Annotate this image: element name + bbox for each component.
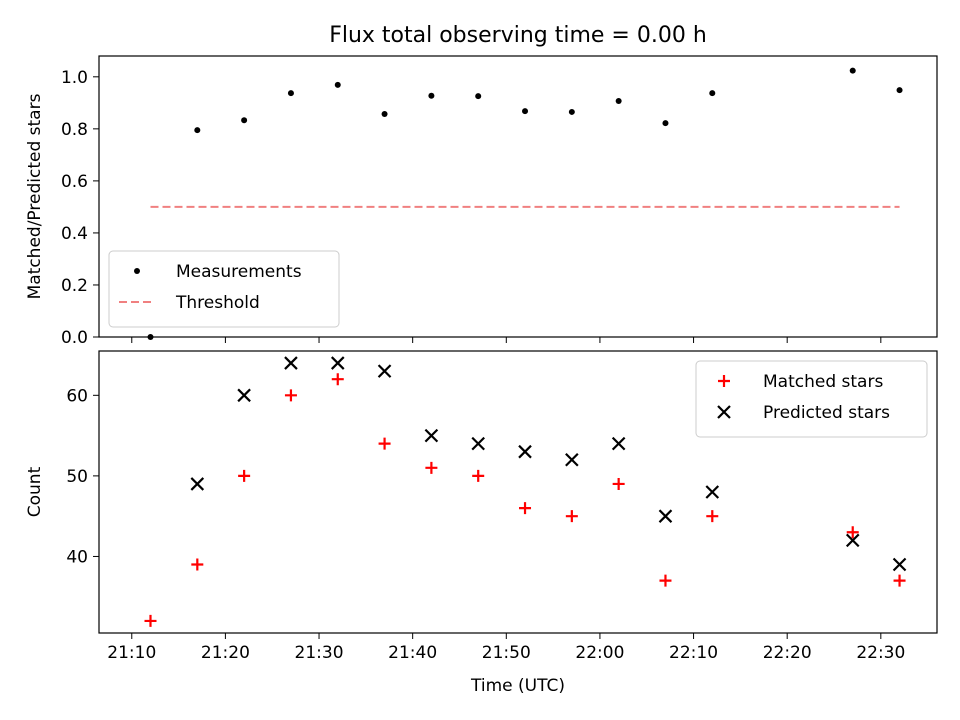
measurement-point	[334, 81, 341, 88]
measurement-point	[241, 117, 248, 124]
measurement-point	[568, 108, 575, 115]
measurement-point	[147, 334, 154, 340]
x-tick-label: 21:40	[388, 643, 437, 663]
x-axis-label: Time (UTC)	[470, 676, 565, 696]
matched-stars-point	[519, 502, 532, 515]
measurement-point	[849, 67, 856, 74]
predicted-stars-point	[190, 477, 205, 491]
y-axis-label: Count	[25, 466, 45, 517]
matched-stars-point	[191, 558, 204, 571]
x-tick-label: 21:50	[482, 643, 531, 663]
x-tick-label: 21:20	[201, 643, 250, 663]
predicted-stars-point	[518, 444, 532, 459]
x-tick-label: 22:10	[669, 643, 718, 663]
predicted-stars-point	[237, 388, 251, 403]
measurement-point	[428, 92, 435, 99]
matched-stars-point	[612, 477, 625, 490]
measurement-point	[522, 108, 529, 115]
legend-marker-dot	[134, 268, 140, 274]
predicted-stars-point	[845, 533, 860, 548]
y-tick-label: 0.6	[61, 172, 88, 192]
chart-title: Flux total observing time = 0.00 h	[329, 23, 707, 48]
predicted-stars-point	[377, 364, 392, 378]
measurement-point	[662, 120, 669, 127]
x-tick-label: 21:10	[107, 643, 156, 663]
x-tick-label: 22:30	[856, 643, 905, 663]
matched-stars-point	[565, 510, 578, 523]
matched-stars-point	[472, 469, 485, 482]
measurement-point	[615, 98, 622, 105]
predicted-stars-point	[658, 509, 673, 523]
predicted-stars-point	[565, 452, 579, 467]
y-axis-label: Matched/Predicted stars	[25, 93, 45, 299]
legend-box	[108, 250, 340, 328]
measurement-point	[709, 90, 716, 97]
measurement-point	[475, 93, 482, 100]
matched-stars-point	[425, 461, 438, 474]
predicted-stars-point	[705, 485, 720, 499]
matched-stars-point	[331, 373, 344, 386]
y-tick-label: 0.8	[61, 120, 88, 140]
predicted-stars-point	[471, 436, 485, 451]
predicted-stars-point	[611, 436, 626, 451]
matched-stars-point	[238, 469, 251, 482]
matched-stars-point	[706, 510, 719, 523]
y-tick-label: 0.2	[61, 276, 88, 296]
legend-marker-plus	[718, 375, 730, 387]
measurement-point	[896, 87, 903, 94]
predicted-stars-point	[892, 557, 907, 572]
matched-stars-point	[144, 614, 157, 627]
x-tick-label: 21:30	[295, 643, 344, 663]
y-tick-label: 0.0	[61, 328, 88, 348]
predicted-stars-point	[284, 356, 298, 370]
legend-label: Matched stars	[763, 372, 883, 392]
plot-frame	[98, 55, 938, 338]
matched-stars-point	[378, 437, 391, 450]
legend-box	[695, 360, 928, 438]
predicted-stars-point	[424, 428, 439, 443]
legend-label: Measurements	[176, 262, 302, 282]
y-tick-label: 1.0	[61, 68, 88, 88]
y-tick-label: 50	[66, 467, 88, 487]
y-tick-label: 40	[66, 547, 88, 567]
y-tick-label: 0.4	[61, 224, 88, 244]
measurement-point	[287, 90, 294, 97]
plot-frame	[98, 350, 938, 634]
matched-stars-point	[893, 574, 906, 587]
matched-stars-point	[284, 389, 297, 402]
x-tick-label: 22:00	[575, 643, 624, 663]
x-tick-label: 22:20	[763, 643, 812, 663]
bottom-panel: 21:10 21:20 21:30 21:40 21:50 22:00 22:10 22:20…	[25, 350, 938, 696]
matched-stars-point	[659, 574, 672, 587]
legend-label: Predicted stars	[763, 403, 890, 423]
measurement-point	[194, 127, 201, 134]
y-tick-label: 60	[66, 386, 88, 406]
predicted-stars-point	[330, 356, 345, 370]
matched-stars-point	[846, 526, 859, 539]
top-panel: 0.0 0.2 0.4 0.6 0.8 1.0 Matched/Predicted star…	[25, 55, 938, 348]
legend-marker-x	[717, 405, 731, 419]
legend-label: Threshold	[175, 293, 260, 313]
measurement-point	[381, 111, 388, 118]
